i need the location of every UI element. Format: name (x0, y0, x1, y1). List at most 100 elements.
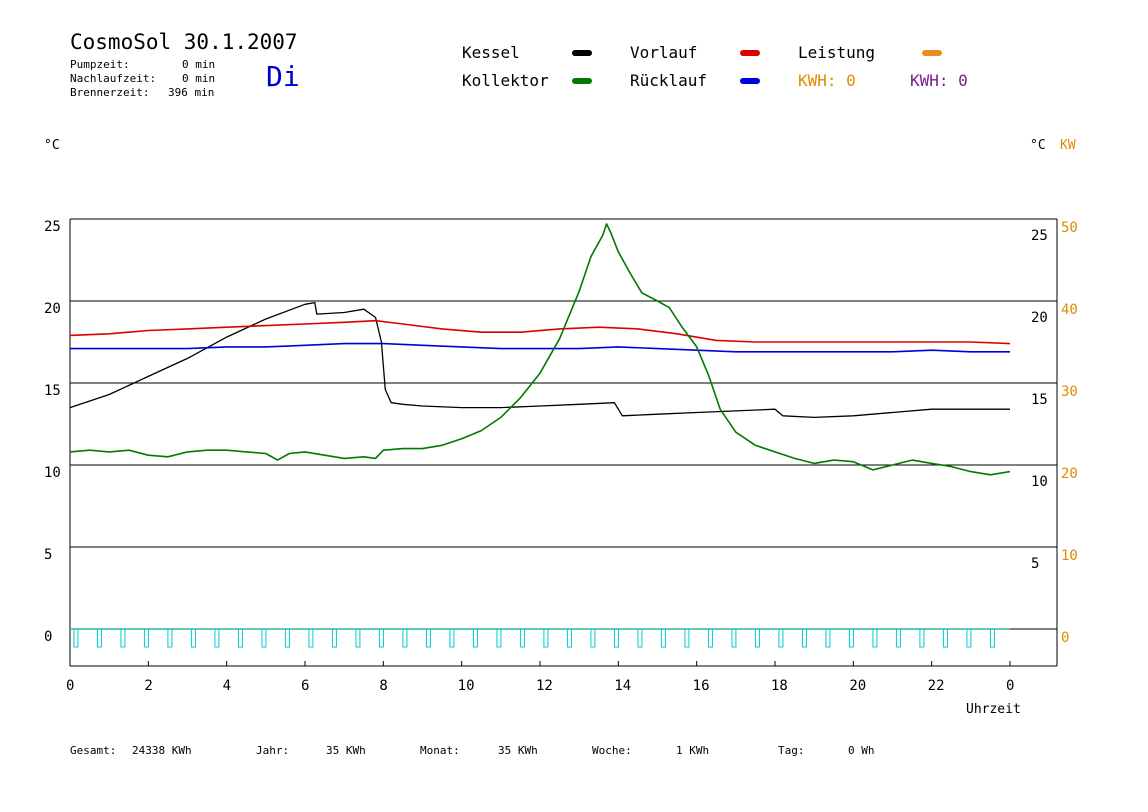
pump-pulse (942, 628, 948, 648)
pump-pulse (402, 628, 408, 648)
x-tick-8: 16 (693, 678, 710, 694)
weekday-label: Di (266, 60, 300, 93)
y-tick-kw-20: 20 (1061, 466, 1078, 482)
x-tick-1: 2 (144, 678, 152, 694)
pump-pulse (590, 628, 596, 648)
pump-pulse (143, 628, 149, 648)
pump-pulse (308, 628, 314, 648)
y-tick-left-25: 25 (44, 219, 61, 235)
pump-pulse (731, 628, 737, 648)
legend-kollektor-swatch (572, 78, 592, 84)
stat-brennerzeit-label: Brennerzeit: (70, 86, 150, 99)
series-rcklauf (70, 342, 1010, 353)
pump-pulse (449, 628, 455, 648)
pump-pulse (895, 628, 901, 648)
y-tick-right-25: 25 (1031, 228, 1048, 244)
pump-pulse (825, 628, 831, 648)
x-tick-9: 18 (771, 678, 788, 694)
stat-nachlaufzeit-label: Nachlaufzeit: (70, 72, 157, 85)
x-tick-7: 14 (614, 678, 631, 694)
pump-pulse (707, 628, 713, 648)
series-vorlauf (69, 319, 1011, 345)
footer-woche-label: Woche: (592, 744, 632, 757)
pump-pulse (496, 628, 502, 648)
legend-ruecklauf-swatch (740, 78, 760, 84)
series-kollektor (69, 223, 1011, 476)
x-tick-6: 12 (536, 678, 553, 694)
pump-pulse (331, 628, 337, 648)
pump-pulse (543, 628, 549, 648)
y-tick-kw-0: 0 (1061, 630, 1069, 646)
y-tick-right-20: 20 (1031, 310, 1048, 326)
legend-vorlauf-label: Vorlauf (630, 43, 698, 62)
y-tick-kw-40: 40 (1061, 302, 1078, 318)
legend-kollektor-label: Kollektor (462, 71, 549, 90)
legend-kessel-label: Kessel (462, 43, 520, 62)
y-tick-right-15: 15 (1031, 392, 1048, 408)
stat-brennerzeit-value: 396 min (168, 86, 215, 99)
pump-pulse (167, 628, 173, 648)
footer-tag-label: Tag: (778, 744, 805, 757)
x-tick-4: 8 (379, 678, 387, 694)
x-tick-5: 10 (458, 678, 475, 694)
pump-pulse (613, 628, 619, 648)
x-tick-0: 0 (66, 678, 74, 694)
stat-pumpzeit-label: Pumpzeit: (70, 58, 130, 71)
y-tick-kw-50: 50 (1061, 220, 1078, 236)
stat-pumpzeit-value: 0 min (182, 58, 216, 71)
pump-pulse (637, 628, 643, 648)
footer-monat-value: 35 KWh (498, 744, 538, 757)
pump-pulse (284, 628, 290, 648)
y-tick-left-5: 5 (44, 547, 52, 563)
legend-ruecklauf-label: Rücklauf (630, 71, 708, 90)
x-tick-12: 0 (1006, 678, 1014, 694)
pump-pulse (96, 628, 102, 648)
legend-kessel-swatch (572, 50, 592, 56)
legend-leistung-label: Leistung (798, 43, 876, 62)
stat-nachlaufzeit-value: 0 min (182, 72, 216, 85)
chart-title: CosmoSol 30.1.2007 (70, 30, 298, 54)
pump-pulse (190, 628, 196, 648)
y-tick-left-15: 15 (44, 383, 61, 399)
y-tick-left-10: 10 (44, 465, 61, 481)
pump-pulse (73, 628, 79, 648)
y-tick-kw-10: 10 (1061, 548, 1078, 564)
y-tick-left-20: 20 (44, 301, 61, 317)
series-kessel (69, 301, 1010, 419)
footer-woche-value: 1 KWh (676, 744, 710, 757)
pump-pulse (660, 628, 666, 648)
left-axis-unit: °C (44, 138, 60, 153)
pump-pulse (966, 628, 972, 648)
pump-pulse (989, 628, 995, 648)
pump-pulse (872, 628, 878, 648)
pump-pulse (472, 628, 478, 648)
footer-jahr-value: 35 KWh (326, 744, 366, 757)
right-axis-unit: °C (1030, 138, 1046, 153)
x-axis-label: Uhrzeit (966, 702, 1021, 717)
pump-pulse (848, 628, 854, 648)
pump-pulse (120, 628, 126, 648)
pump-pulse (425, 628, 431, 648)
x-tick-2: 4 (223, 678, 231, 694)
pump-pulse (778, 628, 784, 648)
footer-gesamt-label: Gesamt: (70, 744, 117, 757)
legend-leistung-swatch (922, 50, 942, 56)
footer-gesamt-value: 24338 KWh (132, 744, 192, 757)
footer-tag-value: 0 Wh (848, 744, 875, 757)
y-tick-right-5: 5 (1031, 556, 1039, 572)
y-tick-right-10: 10 (1031, 474, 1048, 490)
x-tick-3: 6 (301, 678, 309, 694)
y-tick-left-0: 0 (44, 629, 52, 645)
pump-pulse (519, 628, 525, 648)
legend-kwh-brenner: KWH: 0 (910, 71, 968, 90)
pump-pulse (237, 628, 243, 648)
right-axis-unit-kw: KW (1060, 138, 1076, 153)
pump-pulse (214, 628, 220, 648)
pump-pulse (754, 628, 760, 648)
pump-pulse (566, 628, 572, 648)
pump-pulse (261, 628, 267, 648)
legend-kwh-solar: KWH: 0 (798, 71, 856, 90)
footer-jahr-label: Jahr: (256, 744, 290, 757)
x-tick-10: 20 (849, 678, 866, 694)
